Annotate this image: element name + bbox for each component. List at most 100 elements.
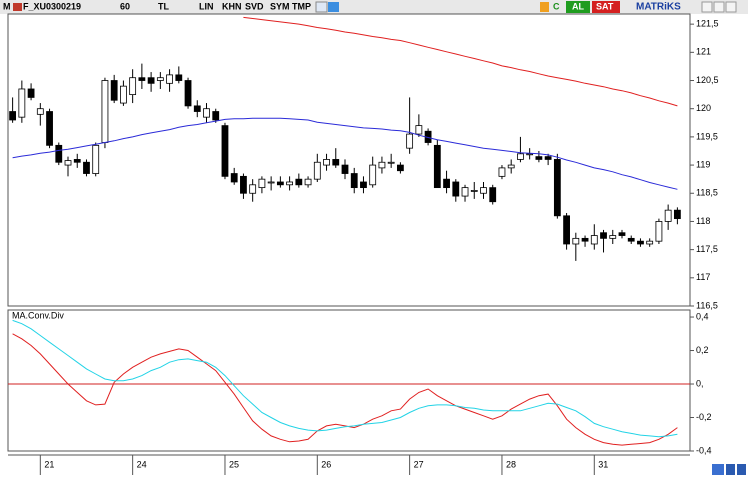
candle-body <box>581 237 589 242</box>
y-tick-label: 118 <box>696 216 710 226</box>
series-line <box>243 16 678 107</box>
y-tick-label: 117,5 <box>696 244 718 254</box>
scale-button[interactable]: LIN <box>199 1 214 11</box>
candle-body <box>175 74 183 81</box>
candle-body <box>55 144 63 163</box>
c-button[interactable]: C <box>553 1 560 11</box>
buy-button[interactable]: AL <box>572 1 584 11</box>
candle-body <box>313 161 321 180</box>
period[interactable]: 60 <box>120 1 130 11</box>
y-tick-label: 120,5 <box>696 75 719 85</box>
candle-body <box>110 80 118 101</box>
candle-body <box>452 181 460 197</box>
candle-body <box>147 77 155 84</box>
candle-body <box>129 77 137 96</box>
candle-body <box>369 164 377 186</box>
candle-body <box>166 74 173 84</box>
candle-body <box>489 187 497 203</box>
candle-body <box>36 108 44 115</box>
candle-body <box>572 237 580 245</box>
x-tick-label: 21 <box>44 459 54 469</box>
candle-body <box>64 160 72 166</box>
candle-body <box>378 161 386 169</box>
candle-body <box>618 232 626 236</box>
candle-body <box>184 80 192 107</box>
candle-body <box>295 178 303 186</box>
candle-body <box>360 181 367 189</box>
candle-body <box>600 232 607 239</box>
indicator-panel <box>7 309 691 452</box>
candle-body <box>46 111 53 146</box>
nav-icon[interactable] <box>712 464 724 475</box>
candle-body <box>258 178 266 189</box>
candle-body <box>507 164 515 169</box>
candle-body <box>664 209 672 222</box>
price-panel <box>7 13 691 307</box>
y-tick-label: -0,4 <box>696 445 712 455</box>
candle-body <box>590 235 598 245</box>
candle-body <box>443 178 450 189</box>
candle-body <box>221 125 229 177</box>
candle-body <box>461 187 469 197</box>
candle-body <box>73 159 81 163</box>
x-tick-label: 31 <box>598 459 608 469</box>
x-tick-label: 28 <box>506 459 516 469</box>
candle-body <box>563 215 570 245</box>
candle-body <box>535 156 543 160</box>
symbol[interactable]: F_XU0300219 <box>23 1 81 11</box>
y-tick-label: 121 <box>696 47 711 57</box>
toolbar-button[interactable]: KHN <box>222 1 242 11</box>
y-tick-label: 119,5 <box>696 131 718 141</box>
series-line <box>12 319 678 438</box>
y-tick-label: 119 <box>696 159 710 169</box>
candle-body <box>240 175 247 194</box>
maximize[interactable] <box>713 1 725 13</box>
candle-body <box>249 184 257 194</box>
flash-icon[interactable] <box>540 2 549 12</box>
twitter-icon[interactable] <box>328 2 339 12</box>
toolbar-button[interactable]: SVD <box>245 1 264 11</box>
candle-body <box>637 240 644 245</box>
candle-body <box>498 167 506 177</box>
toolbar-button[interactable]: SYM <box>270 1 290 11</box>
toolbar-button[interactable]: TMP <box>292 1 311 11</box>
minimize[interactable] <box>701 1 713 13</box>
currency[interactable]: TL <box>158 1 169 11</box>
buy-bg[interactable] <box>566 1 590 13</box>
candle-body <box>92 144 100 174</box>
logo: M <box>3 1 11 11</box>
candle-body <box>267 181 275 184</box>
nav-left[interactable] <box>726 464 735 475</box>
close[interactable] <box>725 1 737 13</box>
candle-body <box>655 221 663 242</box>
candle-body <box>341 164 349 174</box>
candle-body <box>27 88 35 98</box>
sell-button[interactable]: SAT <box>596 1 614 11</box>
brand: MATRiKS <box>636 2 681 13</box>
y-tick-label: 120 <box>696 103 711 113</box>
candle-body <box>101 80 109 143</box>
y-tick-label: 0,4 <box>696 311 709 321</box>
sell-bg[interactable] <box>592 1 620 13</box>
candle-body <box>627 237 635 242</box>
symbol-icon[interactable] <box>13 3 22 11</box>
candle-body <box>332 159 340 166</box>
toolbar-bg <box>0 0 748 14</box>
candle-body <box>433 144 441 189</box>
y-tick-label: 116,5 <box>696 300 718 310</box>
y-tick-label: -0,2 <box>696 412 712 422</box>
nav-right[interactable] <box>737 464 746 475</box>
candle-body <box>609 235 617 239</box>
dropdown[interactable] <box>315 1 328 13</box>
y-tick-label: 0, <box>696 378 704 388</box>
candle-body <box>396 164 404 172</box>
candle-body <box>83 161 90 174</box>
candle-body <box>470 190 478 192</box>
candle-body <box>193 105 201 112</box>
candle-body <box>156 77 164 81</box>
x-tick-label: 24 <box>137 459 147 469</box>
x-tick-label: 27 <box>414 459 424 469</box>
